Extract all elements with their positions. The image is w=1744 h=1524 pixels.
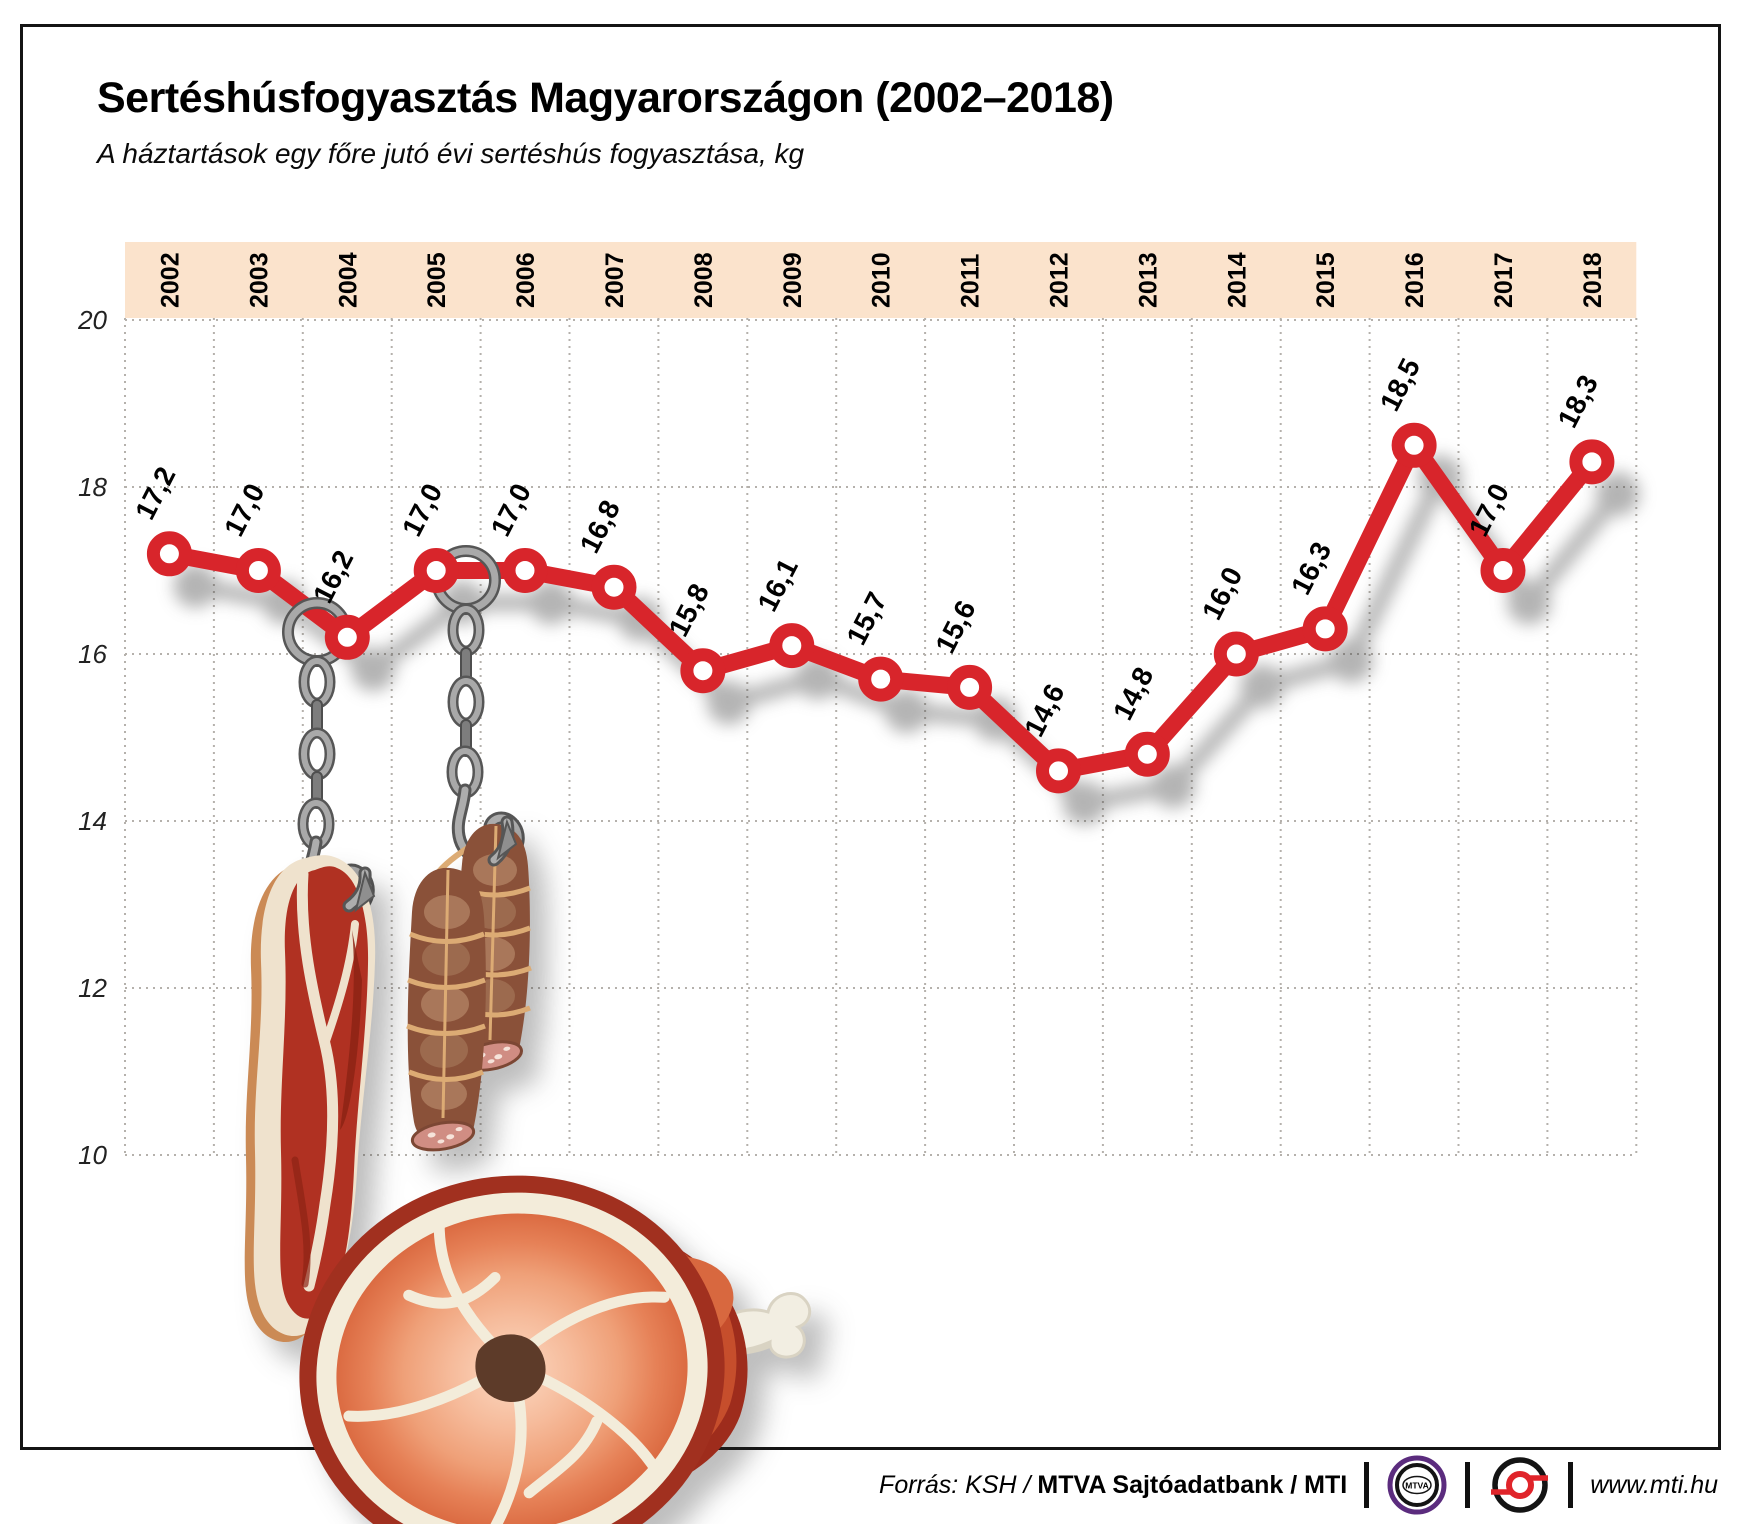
year-label-2012: 2012 — [1046, 252, 1074, 308]
data-point-2003[interactable] — [235, 548, 281, 593]
year-label-2015: 2015 — [1312, 252, 1340, 308]
year-label-2009: 2009 — [779, 252, 807, 308]
year-label-2013: 2013 — [1134, 252, 1162, 308]
y-tick-18: 18 — [78, 472, 107, 502]
source-suffix: / MTI — [1283, 1470, 1348, 1499]
value-label-2013: 14,8 — [1107, 662, 1159, 725]
hanging-bacon-illustration — [244, 855, 376, 1343]
year-header-band — [125, 242, 1637, 318]
value-label-2018: 18,3 — [1552, 370, 1604, 433]
year-label-2010: 2010 — [868, 252, 896, 308]
data-point-2005[interactable] — [413, 548, 459, 593]
data-point-2010[interactable] — [858, 656, 904, 702]
year-label-2007: 2007 — [601, 252, 629, 308]
value-label-2014: 16,0 — [1196, 562, 1248, 625]
page-subtitle: A háztartások egy főre jutó évi sertéshú… — [97, 138, 805, 169]
y-tick-16: 16 — [78, 639, 107, 669]
year-label-2011: 2011 — [957, 254, 985, 308]
y-tick-20: 20 — [77, 305, 107, 335]
year-label-2018: 2018 — [1579, 252, 1607, 308]
data-point-2013[interactable] — [1124, 731, 1170, 777]
year-label-2006: 2006 — [512, 252, 540, 308]
data-point-2016[interactable] — [1391, 422, 1437, 468]
year-label-2017: 2017 — [1490, 252, 1518, 308]
data-point-2006[interactable] — [502, 548, 548, 593]
value-label-2010: 15,7 — [840, 587, 892, 650]
year-labels: 2002 2003 2004 2005 2006 2007 2008 2009 2010 2011… — [156, 252, 1607, 308]
source-prefix: Forrás: KSH / — [879, 1470, 1038, 1499]
value-label-2006: 17,0 — [485, 479, 537, 542]
year-band — [125, 242, 1637, 318]
data-point-2014[interactable] — [1213, 631, 1259, 677]
value-label-2007: 16,8 — [574, 495, 626, 558]
value-label-2008: 15,8 — [663, 579, 715, 642]
chain-icon — [297, 655, 336, 851]
data-point-2011[interactable] — [947, 664, 993, 710]
value-label-2011: 15,6 — [929, 595, 981, 658]
year-label-2016: 2016 — [1401, 252, 1429, 308]
mti-logo-icon — [1491, 1457, 1549, 1513]
data-point-2004[interactable] — [324, 614, 370, 660]
y-axis-tick-labels: 20 18 16 14 12 10 — [77, 305, 107, 1170]
data-point-2009[interactable] — [769, 623, 815, 669]
mtva-logo-icon: MTVA — [1387, 1455, 1447, 1515]
y-tick-10: 10 — [78, 1140, 107, 1170]
data-point-2015[interactable] — [1302, 606, 1348, 652]
ham-illustration — [299, 1175, 812, 1524]
year-label-2004: 2004 — [334, 252, 362, 308]
year-label-2008: 2008 — [690, 252, 718, 308]
line-shadow — [173, 455, 1640, 825]
hanging-sausages-illustration — [406, 815, 532, 1152]
data-point-2018[interactable] — [1569, 439, 1615, 485]
page-title: Sertéshúsfogyasztás Magyarországon (2002… — [97, 74, 1114, 122]
footer-divider — [1465, 1462, 1471, 1508]
data-point-2017[interactable] — [1480, 548, 1526, 593]
source-credit: Forrás: KSH / MTVA Sajtóadatbank / MTI — [879, 1471, 1347, 1500]
y-tick-14: 14 — [78, 806, 107, 836]
data-point-2008[interactable] — [680, 648, 726, 694]
value-label-2015: 16,3 — [1285, 537, 1337, 600]
footer: Forrás: KSH / MTVA Sajtóadatbank / MTI M… — [879, 1455, 1718, 1515]
year-label-2005: 2005 — [423, 252, 451, 308]
value-label-2003: 17,0 — [218, 479, 270, 542]
source-bold: MTVA Sajtóadatbank — [1037, 1470, 1284, 1499]
data-point-2007[interactable] — [591, 564, 637, 610]
value-label-2004: 16,2 — [307, 545, 359, 608]
y-tick-12: 12 — [78, 973, 107, 1003]
year-label-2002: 2002 — [156, 252, 184, 308]
footer-divider — [1364, 1462, 1370, 1508]
value-label-2012: 14,6 — [1018, 679, 1070, 742]
value-label-2016: 18,5 — [1374, 353, 1426, 416]
chain-icon — [446, 603, 485, 799]
data-points — [146, 422, 1615, 794]
year-label-2014: 2014 — [1223, 252, 1251, 308]
value-label-2009: 16,1 — [752, 554, 804, 617]
meat-illustrations — [244, 815, 812, 1524]
data-point-2012[interactable] — [1036, 748, 1081, 794]
footer-divider — [1568, 1462, 1574, 1508]
year-label-2003: 2003 — [245, 252, 273, 308]
website-link[interactable]: www.mti.hu — [1590, 1470, 1718, 1499]
mtva-logo-label: MTVA — [1405, 1481, 1428, 1491]
data-point-2002[interactable] — [146, 531, 192, 577]
value-label-2002: 17,2 — [129, 462, 181, 525]
